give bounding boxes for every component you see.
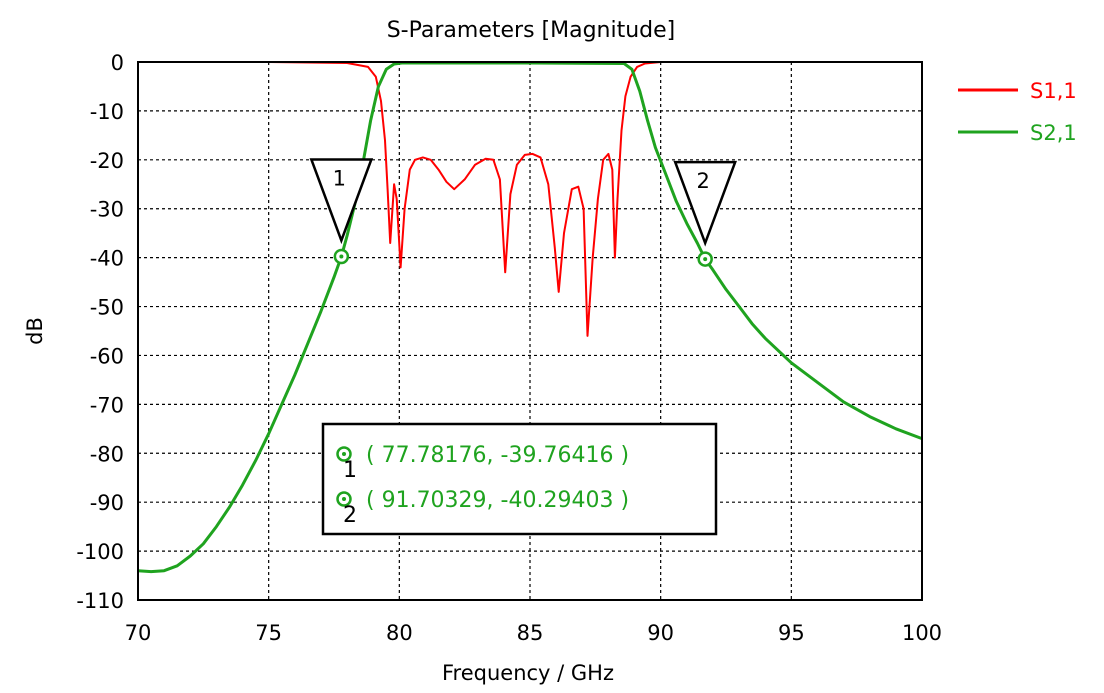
y-tick-label: -80 <box>90 442 124 466</box>
legend-label-1: S1,1 <box>1030 79 1077 103</box>
y-tick-label: -40 <box>90 247 124 271</box>
legend-label-2: S2,1 <box>1030 121 1077 145</box>
plot-frame <box>137 61 923 601</box>
y-tick-label: -10 <box>90 100 124 124</box>
x-axis-label: Frequency / GHz <box>442 661 614 685</box>
x-tick-label: 95 <box>778 621 805 645</box>
readout-value-2: ( 91.70329, -40.29403 ) <box>366 488 629 513</box>
readout-marker-icon-dot-1 <box>342 452 346 456</box>
y-tick-label: -70 <box>90 393 124 417</box>
x-tick-label: 85 <box>517 621 544 645</box>
readout-number-1: 1 <box>343 458 357 483</box>
legend: S1,1 S2,1 <box>958 79 1077 145</box>
marker-1-triangle <box>309 158 374 245</box>
x-tick-label: 75 <box>255 621 282 645</box>
readout-number-2: 2 <box>343 503 357 528</box>
chart-title: S-Parameters [Magnitude] <box>387 18 676 43</box>
y-tick-label: -90 <box>90 491 124 515</box>
x-tick-label: 90 <box>647 621 674 645</box>
y-tick-label: -110 <box>76 589 124 613</box>
plot-area: 0-10-20-30-40-50-60-70-80-90-100-110 70 7… <box>76 51 942 645</box>
x-tick-label: 70 <box>125 621 152 645</box>
y-tick-label: -30 <box>90 198 124 222</box>
y-tick-label: -20 <box>90 149 124 173</box>
marker-2-label: 2 <box>696 169 709 193</box>
y-tick-labels: 0 -10 -20 -30 -40 -50 -60 -70 -80 -90 -100 -110 <box>76 51 124 613</box>
marker-1-label: 1 <box>333 166 346 190</box>
s21-line <box>137 61 923 574</box>
marker-2-triangle <box>673 160 737 247</box>
y-tick-label: 0 <box>111 51 124 75</box>
marker-readout-box: 1 ( 77.78176, -39.76416 ) 2 ( 91.70329, -40… <box>321 422 718 536</box>
readout-frame <box>321 422 718 536</box>
s11-line <box>138 61 922 337</box>
y-tick-label: -60 <box>90 344 124 368</box>
x-tick-label: 100 <box>902 621 942 645</box>
readout-marker-icon-dot-2 <box>342 497 346 501</box>
marker-2-dot <box>703 257 708 262</box>
x-tick-label: 80 <box>386 621 413 645</box>
y-tick-label: -50 <box>90 296 124 320</box>
marker-1-dot <box>339 254 344 259</box>
series-layer <box>137 61 923 574</box>
readout-value-1: ( 77.78176, -39.76416 ) <box>366 443 629 468</box>
y-axis-label: dB <box>23 317 47 345</box>
y-tick-label: -100 <box>76 540 124 564</box>
x-tick-labels: 70 75 80 85 90 95 100 <box>125 621 942 645</box>
